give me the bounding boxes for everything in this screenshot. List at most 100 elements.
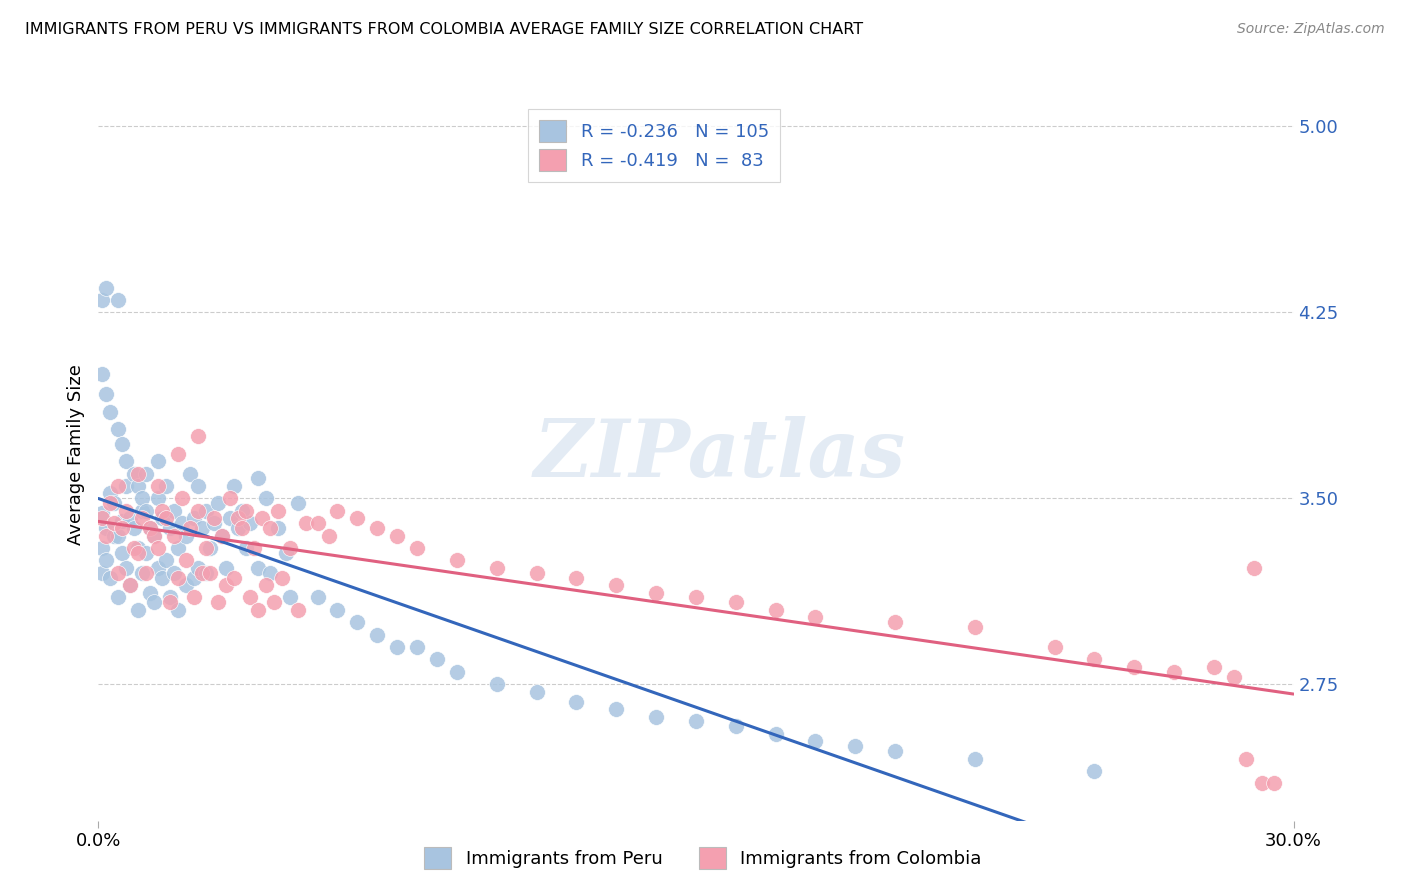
Point: [139, 521, 162, 535]
Point: [195, 566, 218, 580]
Point: [135, 504, 157, 518]
Point: [187, 560, 209, 574]
Point: [103, 496, 125, 510]
Point: [148, 491, 170, 506]
Point: [219, 511, 242, 525]
Point: [222, 571, 245, 585]
Point: [243, 541, 266, 555]
Point: [211, 528, 233, 542]
Point: [148, 560, 170, 574]
Point: [346, 615, 368, 630]
Point: [120, 511, 142, 525]
Point: [191, 521, 214, 535]
Point: [1234, 752, 1257, 766]
Point: [1263, 776, 1285, 790]
Point: [98, 486, 122, 500]
Point: [172, 491, 194, 506]
Point: [278, 541, 301, 555]
Point: [231, 521, 253, 535]
Point: [235, 541, 257, 555]
Point: [485, 560, 508, 574]
Point: [191, 566, 214, 580]
Text: Source: ZipAtlas.com: Source: ZipAtlas.com: [1237, 22, 1385, 37]
Point: [198, 541, 221, 555]
Point: [211, 528, 233, 542]
Point: [267, 521, 290, 535]
Point: [195, 541, 218, 555]
Point: [294, 516, 316, 530]
Point: [159, 591, 181, 605]
Point: [148, 454, 170, 468]
Point: [143, 528, 166, 542]
Point: [167, 447, 190, 461]
Point: [139, 521, 162, 535]
Point: [187, 429, 209, 443]
Point: [724, 595, 747, 609]
Point: [148, 479, 170, 493]
Point: [326, 603, 349, 617]
Point: [174, 528, 197, 542]
Legend: Immigrants from Peru, Immigrants from Colombia: Immigrants from Peru, Immigrants from Co…: [418, 839, 988, 876]
Point: [163, 566, 186, 580]
Point: [155, 479, 177, 493]
Point: [187, 479, 209, 493]
Point: [174, 553, 197, 567]
Point: [366, 521, 388, 535]
Point: [167, 603, 190, 617]
Point: [167, 541, 190, 555]
Point: [207, 595, 229, 609]
Point: [307, 591, 329, 605]
Point: [565, 571, 588, 585]
Point: [103, 528, 125, 542]
Point: [163, 528, 186, 542]
Point: [239, 591, 262, 605]
Point: [111, 546, 134, 560]
Point: [318, 528, 340, 542]
Point: [131, 504, 153, 518]
Point: [1163, 665, 1185, 679]
Point: [406, 541, 429, 555]
Point: [385, 640, 409, 654]
Point: [765, 727, 787, 741]
Y-axis label: Average Family Size: Average Family Size: [66, 365, 84, 545]
Point: [179, 467, 201, 481]
Point: [91, 368, 114, 382]
Point: [155, 553, 177, 567]
Point: [485, 677, 508, 691]
Point: [207, 496, 229, 510]
Point: [765, 603, 787, 617]
Point: [174, 578, 197, 592]
Point: [645, 585, 668, 599]
Point: [222, 479, 245, 493]
Point: [446, 665, 468, 679]
Point: [278, 591, 301, 605]
Point: [446, 553, 468, 567]
Point: [884, 744, 907, 758]
Point: [96, 280, 118, 294]
Point: [115, 560, 138, 574]
Point: [685, 591, 707, 605]
Point: [98, 571, 122, 585]
Legend: R = -0.236   N = 105, R = -0.419   N =  83: R = -0.236 N = 105, R = -0.419 N = 83: [529, 109, 780, 182]
Point: [526, 684, 548, 698]
Point: [645, 709, 668, 723]
Point: [96, 528, 118, 542]
Point: [135, 566, 157, 580]
Point: [246, 471, 269, 485]
Point: [124, 521, 146, 535]
Point: [120, 578, 142, 592]
Point: [159, 595, 181, 609]
Point: [107, 293, 129, 307]
Point: [139, 585, 162, 599]
Point: [111, 521, 134, 535]
Point: [246, 603, 269, 617]
Point: [127, 479, 149, 493]
Point: [127, 467, 149, 481]
Point: [163, 504, 186, 518]
Point: [172, 516, 194, 530]
Point: [131, 566, 153, 580]
Point: [150, 511, 173, 525]
Point: [198, 566, 221, 580]
Point: [143, 528, 166, 542]
Point: [91, 541, 114, 555]
